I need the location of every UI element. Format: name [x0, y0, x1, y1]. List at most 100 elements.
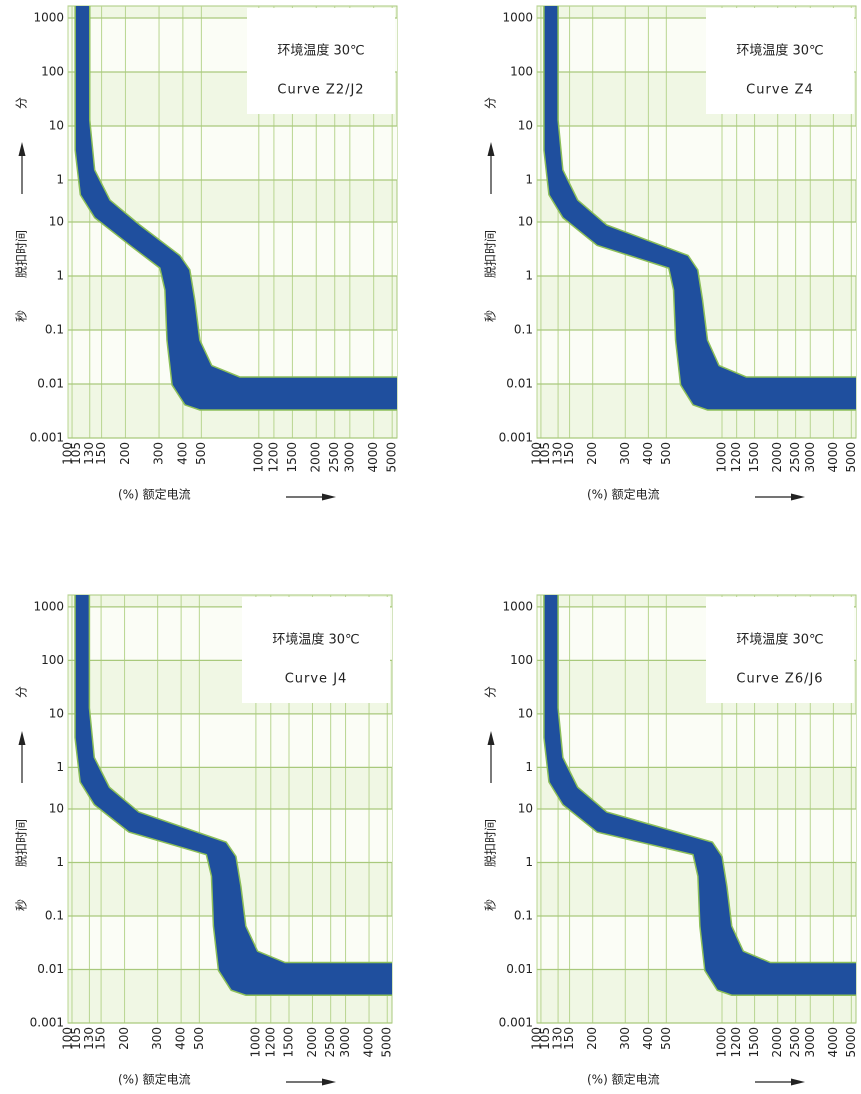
y-tick-label: 1	[525, 855, 533, 869]
lower-edge	[543, 595, 856, 997]
x-tick-label: 5000	[385, 442, 399, 473]
axis-arrow-head	[791, 493, 805, 501]
x-tick-label: 4000	[366, 442, 380, 473]
plot-band-shade	[68, 713, 392, 768]
x-tick-label: 300	[618, 442, 632, 465]
x-tick-label: 1500	[285, 442, 299, 473]
y-tick-label: 0.1	[45, 323, 64, 337]
y-axis-label: 脱扣时间	[483, 230, 498, 278]
y-tick-label: 10	[49, 802, 64, 816]
y-tick-label: 1	[56, 855, 64, 869]
y-tick-label: 100	[510, 64, 533, 78]
y-tick-label: 10	[518, 802, 533, 816]
y-tick-label: 1	[525, 760, 533, 774]
y-axis-label-minutes: 分	[15, 97, 29, 109]
x-tick-label: 150	[94, 442, 108, 465]
x-tick-label: 200	[118, 442, 132, 465]
y-tick-label: 10	[518, 118, 533, 132]
x-tick-label: 130	[82, 442, 96, 465]
x-tick-label: 105	[538, 442, 552, 465]
x-tick-label: 3000	[803, 1027, 817, 1058]
x-tick-label: 3000	[342, 442, 356, 473]
y-tick-label: 0.1	[45, 909, 64, 923]
x-tick-label: 100	[61, 442, 75, 465]
x-tick-label: 150	[562, 1027, 576, 1050]
x-axis-label: (%) 额定电流	[118, 1072, 191, 1087]
info-box	[247, 8, 395, 114]
axis-arrow-head	[487, 731, 495, 745]
x-tick-label: 200	[585, 1027, 599, 1050]
y-axis-label-seconds: 秒	[15, 899, 29, 911]
axis-arrow-head	[322, 493, 336, 501]
x-tick-label: 5000	[380, 1027, 394, 1058]
y-tick-label: 100	[510, 653, 533, 667]
x-tick-label: 3000	[338, 1027, 352, 1058]
y-axis-label: 脱扣时间	[14, 819, 29, 867]
x-tick-label: 2000	[305, 1027, 319, 1058]
y-tick-label: 0.01	[506, 377, 533, 391]
x-tick-label: 100	[61, 1027, 75, 1050]
axis-arrow-head	[18, 142, 26, 156]
y-tick-label: 0.01	[506, 962, 533, 976]
y-tick-label: 0.1	[514, 909, 533, 923]
upper-edge	[88, 595, 392, 964]
y-tick-label: 0.001	[30, 1016, 64, 1030]
x-tick-label: 1200	[729, 442, 743, 473]
y-tick-label: 10	[518, 215, 533, 229]
x-tick-label: 5000	[844, 1027, 858, 1058]
x-tick-label: 2000	[770, 442, 784, 473]
info-box	[706, 8, 854, 114]
upper-edge	[88, 6, 397, 378]
axis-arrow-head	[487, 142, 495, 156]
lower-edge	[74, 6, 397, 411]
x-tick-label: 2000	[309, 442, 323, 473]
trip-band	[543, 6, 856, 411]
lower-edge	[543, 6, 856, 411]
x-tick-label: 400	[641, 1027, 655, 1050]
y-tick-label: 1000	[33, 599, 64, 613]
y-axis-label-seconds: 秒	[484, 310, 498, 322]
x-tick-label: 150	[94, 1027, 108, 1050]
y-tick-label: 1	[56, 760, 64, 774]
x-tick-label: 2500	[788, 442, 802, 473]
upper-edge	[557, 6, 856, 378]
x-tick-label: 1200	[266, 442, 280, 473]
x-tick-label: 400	[174, 1027, 188, 1050]
y-axis-label: 脱扣时间	[483, 819, 498, 867]
y-tick-label: 1000	[502, 10, 533, 24]
y-tick-label: 1	[56, 172, 64, 186]
x-tick-label: 105	[69, 1027, 83, 1050]
x-tick-label: 1200	[729, 1027, 743, 1058]
y-axis-label-minutes: 分	[484, 97, 498, 109]
x-tick-label: 2500	[323, 1027, 337, 1058]
y-axis-label-minutes: 分	[484, 686, 498, 698]
x-axis-label: (%) 额定电流	[118, 487, 191, 502]
axis-arrow-head	[18, 731, 26, 745]
x-tick-label: 1000	[248, 1027, 262, 1058]
y-tick-label: 10	[518, 706, 533, 720]
info-subtitle: Curve Z4	[746, 83, 814, 98]
x-tick-label: 4000	[362, 1027, 376, 1058]
y-tick-label: 10	[49, 118, 64, 132]
x-axis-label: (%) 额定电流	[587, 487, 660, 502]
info-title: 环境温度 30℃	[736, 632, 823, 648]
x-tick-label: 4000	[826, 442, 840, 473]
info-box	[706, 597, 854, 703]
plot-band-shade	[68, 125, 397, 180]
y-tick-label: 1	[525, 172, 533, 186]
info-title: 环境温度 30℃	[736, 43, 823, 59]
x-tick-label: 5000	[844, 442, 858, 473]
x-tick-label: 130	[551, 1027, 565, 1050]
x-tick-label: 200	[117, 1027, 131, 1050]
x-tick-label: 100	[530, 1027, 544, 1050]
y-tick-label: 0.1	[514, 323, 533, 337]
x-tick-label: 500	[194, 442, 208, 465]
x-tick-label: 2500	[788, 1027, 802, 1058]
y-tick-label: 1000	[502, 599, 533, 613]
y-tick-label: 100	[41, 653, 64, 667]
